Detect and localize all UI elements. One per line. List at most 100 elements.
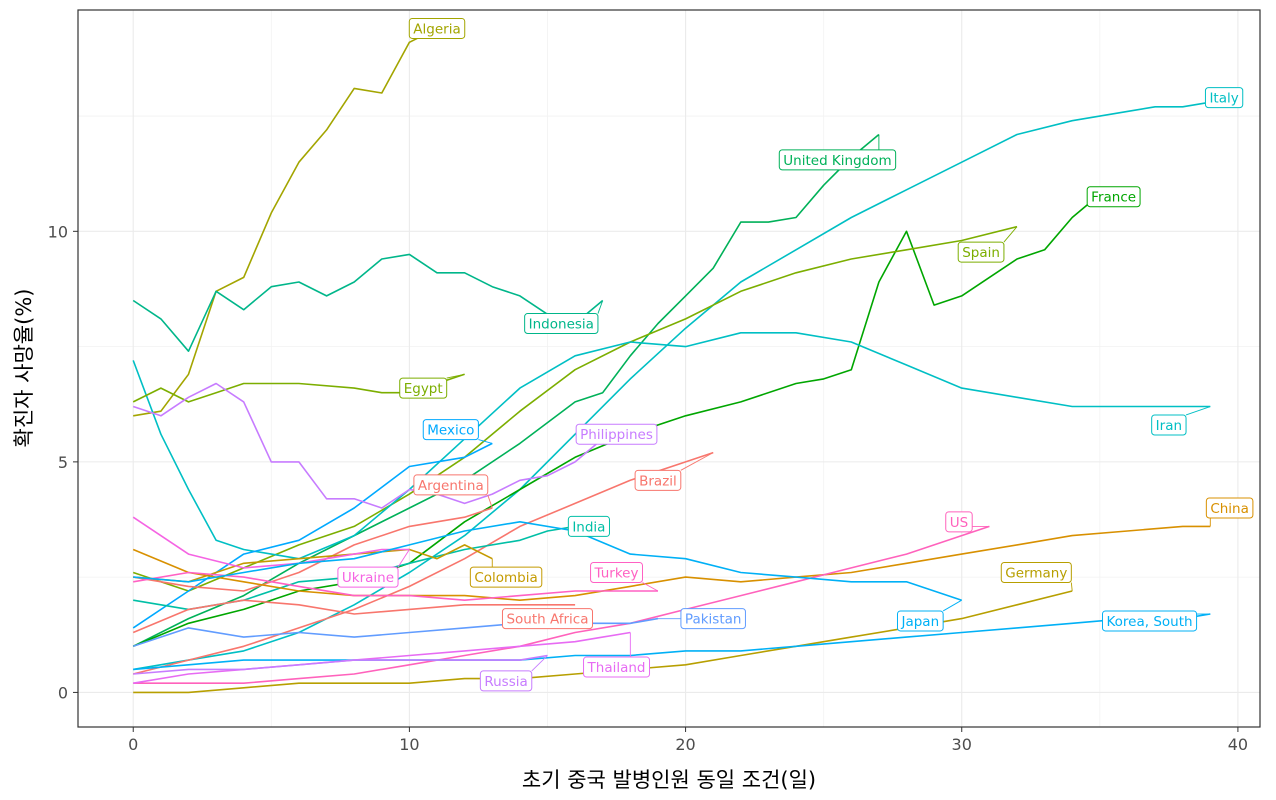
y-axis-title: 확진자 사망율(%) bbox=[12, 289, 36, 448]
series-label: Argentina bbox=[413, 474, 493, 509]
series-line bbox=[133, 92, 1239, 671]
series-label-leader bbox=[446, 373, 465, 379]
series-label-text: Korea, South bbox=[1106, 614, 1192, 630]
series-label-leader bbox=[642, 582, 659, 592]
series-line bbox=[132, 617, 659, 648]
series-label-box bbox=[413, 474, 489, 496]
series-label: China bbox=[1205, 497, 1254, 527]
series-label-box bbox=[469, 566, 543, 588]
series-label-box bbox=[634, 469, 682, 491]
series-label: Pakistan bbox=[657, 608, 746, 630]
series-label-box bbox=[1000, 562, 1072, 584]
plot-border bbox=[77, 9, 1261, 728]
series-line bbox=[132, 253, 604, 353]
series-line bbox=[132, 599, 576, 634]
y-tick-label: 0 bbox=[58, 683, 68, 702]
series-label-box bbox=[524, 313, 599, 335]
y-tick-label: 5 bbox=[58, 453, 68, 472]
y-tick-label: 10 bbox=[48, 222, 68, 241]
series-label-text: Argentina bbox=[418, 478, 484, 494]
series-label-text: Iran bbox=[1156, 418, 1182, 434]
series-label-leader bbox=[531, 655, 548, 672]
plot-background bbox=[78, 10, 1260, 727]
series-label-text: Colombia bbox=[474, 570, 537, 586]
series-label: Turkey bbox=[590, 562, 659, 592]
series-label-text: Brazil bbox=[639, 473, 677, 489]
series-label: Colombia bbox=[469, 558, 543, 588]
series-label: Thailand bbox=[583, 632, 651, 678]
series-line bbox=[132, 382, 604, 509]
series-label-box bbox=[1101, 610, 1198, 632]
x-tick-label: 30 bbox=[952, 735, 972, 754]
series-label-text: Indonesia bbox=[529, 317, 594, 333]
series-label-text: Algeria bbox=[413, 21, 460, 37]
series-label: Brazil bbox=[634, 452, 714, 491]
series-label-box bbox=[479, 670, 533, 692]
series-label-text: South Africa bbox=[506, 612, 588, 628]
y-axis: 0 5 10 bbox=[48, 222, 78, 702]
series-label-box bbox=[945, 511, 973, 533]
series-label-text: Mexico bbox=[427, 423, 474, 439]
series-label-text: Egypt bbox=[404, 381, 443, 397]
series-label-box bbox=[957, 241, 1005, 263]
series-label-box bbox=[1204, 87, 1244, 109]
series-line bbox=[132, 442, 493, 629]
series-label-text: Spain bbox=[962, 245, 1000, 261]
series-label-text: Italy bbox=[1209, 91, 1238, 107]
series-label-box bbox=[680, 608, 746, 630]
series-label-text: United Kingdom bbox=[783, 153, 891, 169]
series-line bbox=[132, 225, 1018, 592]
x-tick-label: 0 bbox=[128, 735, 138, 754]
x-tick-label: 10 bbox=[399, 735, 419, 754]
series-line bbox=[133, 525, 990, 685]
x-tick-label: 40 bbox=[1228, 735, 1248, 754]
series-label-leader bbox=[942, 599, 962, 612]
series-label-text: Russia bbox=[484, 674, 527, 690]
series-label-box bbox=[583, 656, 651, 678]
series-label-leader bbox=[397, 549, 410, 568]
series-label-text: Pakistan bbox=[685, 612, 742, 628]
series-label-box bbox=[1086, 186, 1141, 208]
x-axis: 0 10 20 30 40 bbox=[128, 727, 1248, 754]
series-line bbox=[133, 520, 962, 601]
series-label-box bbox=[896, 610, 944, 632]
series-label: Mexico bbox=[422, 419, 493, 444]
series-line bbox=[133, 613, 1211, 671]
series-label-box bbox=[1151, 414, 1187, 436]
series-label-leader bbox=[597, 300, 604, 314]
series-label-box bbox=[567, 515, 610, 537]
series-label: Russia bbox=[479, 655, 548, 692]
series-label: Egypt bbox=[399, 373, 465, 399]
series-label: South Africa bbox=[501, 608, 594, 630]
series-label: Germany bbox=[1000, 562, 1073, 592]
series-label: Indonesia bbox=[524, 300, 604, 335]
series-label-leader bbox=[680, 452, 714, 471]
series-label: Korea, South bbox=[1101, 610, 1211, 632]
series-label-text: Philippines bbox=[580, 427, 653, 443]
series-label: US bbox=[945, 511, 990, 533]
x-axis-title: 초기 중국 발병인원 동일 조건(일) bbox=[522, 768, 816, 792]
series-line bbox=[133, 654, 548, 675]
series-label-text: US bbox=[950, 515, 968, 531]
series-label: Algeria bbox=[408, 17, 466, 39]
series-label-text: Japan bbox=[900, 614, 939, 630]
series-label-box bbox=[399, 377, 448, 399]
series-label-text: China bbox=[1210, 501, 1249, 517]
x-tick-label: 20 bbox=[675, 735, 695, 754]
series-label-box bbox=[408, 17, 466, 39]
series-label: Spain bbox=[957, 226, 1018, 263]
series-label-box bbox=[1205, 497, 1254, 519]
series-label-box bbox=[590, 562, 643, 584]
series-label-box bbox=[337, 566, 399, 588]
series-label: Iran bbox=[1151, 406, 1211, 436]
series-label: Philippines bbox=[575, 423, 658, 445]
series-label: United Kingdom bbox=[778, 134, 897, 171]
series-line bbox=[133, 631, 631, 684]
series-label-leader bbox=[1003, 226, 1018, 243]
series-labels: Algeria Italy United Kingdom France Spain Ind… bbox=[337, 17, 1254, 692]
series-line bbox=[132, 331, 1211, 560]
series-label-box bbox=[575, 423, 658, 445]
series-label: Ukraine bbox=[337, 549, 410, 588]
series-label-leader bbox=[1185, 406, 1211, 416]
series-label-box bbox=[501, 608, 594, 630]
